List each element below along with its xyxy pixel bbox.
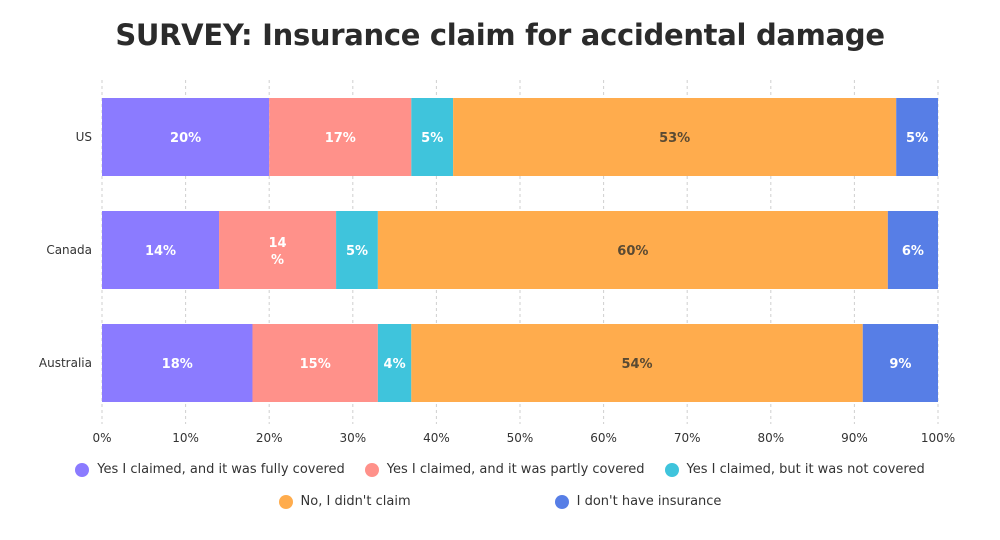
legend-swatch bbox=[554, 494, 569, 509]
bars bbox=[102, 98, 938, 402]
data-label: 5% bbox=[346, 244, 368, 259]
legend-item: I don't have insurance bbox=[554, 494, 722, 509]
bar-segment bbox=[896, 98, 938, 176]
data-label: 5% bbox=[906, 131, 928, 146]
bar-segment bbox=[102, 98, 270, 176]
x-tick-label: 20% bbox=[256, 431, 283, 445]
bar-segment bbox=[453, 98, 897, 176]
x-tick-label: 90% bbox=[841, 431, 868, 445]
data-label: 14% bbox=[145, 244, 176, 259]
x-tick-label: 50% bbox=[507, 431, 534, 445]
data-label: 14% bbox=[269, 236, 287, 268]
category-label: Australia bbox=[39, 356, 92, 370]
legend-swatch bbox=[664, 462, 679, 477]
bar-segment bbox=[219, 211, 337, 289]
data-label: 20% bbox=[170, 131, 201, 146]
legend-label: No, I didn't claim bbox=[300, 494, 411, 509]
data-label: 53% bbox=[659, 131, 690, 146]
x-axis-ticks: 0% 10% 20% 30% 40% 50% 60% 70% 80% 90% 100% bbox=[92, 431, 955, 445]
legend-item: Yes I claimed, and it was fully covered bbox=[75, 462, 345, 477]
bar-segment bbox=[862, 324, 938, 402]
legend-label: Yes I claimed, and it was fully covered bbox=[97, 462, 345, 477]
bar-segment bbox=[377, 324, 412, 402]
x-tick-label: 40% bbox=[423, 431, 450, 445]
data-label: 60% bbox=[617, 244, 648, 259]
x-tick-label: 30% bbox=[339, 431, 366, 445]
bar-segment bbox=[411, 324, 863, 402]
data-label: 5% bbox=[421, 131, 443, 146]
legend-item: Yes I claimed, but it was not covered bbox=[664, 462, 925, 477]
legend-row-1: Yes I claimed, and it was fully covered Y… bbox=[0, 462, 1000, 477]
bar-segment bbox=[269, 98, 412, 176]
bar-segment bbox=[102, 211, 220, 289]
bar-segment bbox=[887, 211, 938, 289]
data-label: 6% bbox=[902, 244, 924, 259]
x-tick-label: 10% bbox=[172, 431, 199, 445]
legend-swatch bbox=[75, 462, 90, 477]
x-tick-label: 100% bbox=[921, 431, 955, 445]
bar-segment bbox=[377, 211, 888, 289]
category-label: US bbox=[76, 130, 92, 144]
chart-title: SURVEY: Insurance claim for accidental d… bbox=[115, 18, 885, 52]
legend-item: Yes I claimed, and it was partly covered bbox=[364, 462, 645, 477]
bar-segment bbox=[336, 211, 378, 289]
bar-segment bbox=[102, 324, 253, 402]
legend-label: Yes I claimed, and it was partly covered bbox=[386, 462, 645, 477]
bar-segment bbox=[252, 324, 378, 402]
category-label: Canada bbox=[46, 243, 92, 257]
legend-label: I don't have insurance bbox=[576, 494, 722, 509]
x-tick-label: 80% bbox=[757, 431, 784, 445]
data-label: 15% bbox=[300, 357, 331, 372]
x-tick-label: 0% bbox=[92, 431, 111, 445]
legend-label: Yes I claimed, but it was not covered bbox=[686, 462, 925, 477]
category-labels: US Canada Australia bbox=[39, 130, 92, 370]
x-tick-label: 70% bbox=[674, 431, 701, 445]
legend-swatch bbox=[364, 462, 379, 477]
bar-segment bbox=[411, 98, 454, 176]
data-label: 54% bbox=[621, 357, 652, 372]
data-label: 9% bbox=[889, 357, 911, 372]
legend-swatch bbox=[278, 494, 293, 509]
legend-row-2: No, I didn't claim I don't have insurance bbox=[0, 494, 1000, 509]
x-tick-label: 60% bbox=[590, 431, 617, 445]
legend-item: No, I didn't claim bbox=[278, 494, 411, 509]
data-label: 4% bbox=[384, 357, 406, 372]
data-label: 18% bbox=[162, 357, 193, 372]
data-label: 17% bbox=[325, 131, 356, 146]
data-labels: 20% 17% 5% 53% 5% 14% 14 % 5% 60% 6% 18% 15% 4% 54% 9% bbox=[145, 131, 928, 372]
